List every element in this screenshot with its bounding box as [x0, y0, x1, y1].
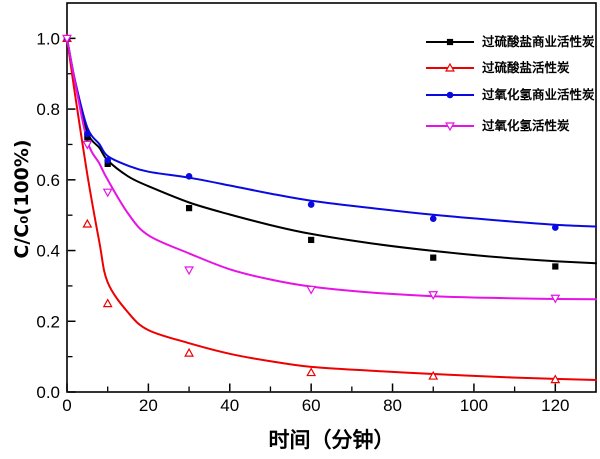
x-tick-label: 60 — [302, 396, 321, 415]
data-point-marker — [430, 254, 437, 261]
legend-item-h2o2-ac: 过氧化氢活性炭 — [424, 117, 570, 135]
legend-item-h2o2-commercial-ac: 过氧化氢商业活性炭 — [424, 86, 595, 104]
data-point-marker — [82, 218, 93, 228]
data-point-marker — [184, 266, 194, 276]
y-tick-label: 0.2 — [36, 312, 60, 331]
data-point-marker — [550, 374, 561, 384]
data-point-marker — [552, 224, 559, 231]
x-tick-label: 120 — [541, 396, 569, 415]
series-points-h2o2-ac — [62, 34, 561, 304]
series-curve-h2o2-commercial-ac — [66, 37, 597, 228]
legend-item-persulfate-commercial-ac: 过硫酸盐商业活性炭 — [424, 33, 595, 51]
y-tick-label: 0.4 — [36, 242, 60, 261]
y-tick-label: 0.0 — [36, 383, 60, 402]
data-point-marker — [306, 285, 317, 295]
data-point-marker — [185, 172, 193, 180]
data-point-marker — [550, 294, 561, 304]
y-axis-title: C/C₀(100%) — [11, 139, 33, 259]
series-curve-persulfate-ac — [66, 37, 597, 381]
x-tick-label: 80 — [383, 396, 402, 415]
x-tick-label: 40 — [220, 396, 239, 415]
legend-sample-persulfate-commercial-ac — [426, 38, 474, 46]
data-point-marker — [104, 160, 111, 168]
data-point-marker — [428, 370, 439, 380]
x-tick-label: 100 — [460, 396, 488, 415]
x-axis-title: 时间（分钟） — [268, 428, 395, 452]
legend-marker-h2o2-ac — [445, 122, 455, 132]
legend-marker-persulfate-ac — [445, 62, 455, 72]
legend-label: 过氧化氢活性炭 — [482, 118, 570, 133]
legend-sample-h2o2-ac — [426, 122, 474, 132]
data-point-marker — [102, 188, 113, 198]
data-point-marker — [84, 134, 91, 141]
legend-item-persulfate-ac: 过硫酸盐活性炭 — [424, 59, 570, 77]
legend-label: 过硫酸盐商业活性炭 — [482, 34, 595, 49]
data-point-marker — [84, 130, 91, 138]
x-tick-label: 20 — [139, 396, 158, 415]
y-tick-label: 1.0 — [36, 29, 60, 48]
data-point-marker — [184, 347, 194, 357]
series-curve-persulfate-commercial-ac — [66, 37, 597, 265]
legend-marker-h2o2-commercial-ac — [446, 91, 454, 99]
data-point-marker — [428, 291, 439, 300]
series-curve-h2o2-ac — [66, 37, 597, 301]
y-tick-label: 0.6 — [36, 171, 60, 190]
legend-marker-persulfate-commercial-ac — [446, 38, 454, 46]
data-point-marker — [62, 34, 72, 44]
data-point-marker — [102, 298, 113, 308]
data-point-marker — [82, 140, 93, 150]
data-point-marker — [552, 263, 559, 270]
plot-frame — [66, 2, 597, 393]
data-point-marker — [308, 236, 315, 244]
x-tick-label: 0 — [62, 396, 71, 415]
data-point-marker — [429, 215, 437, 223]
legend-label: 过氧化氢商业活性炭 — [482, 87, 595, 102]
legend-sample-h2o2-commercial-ac — [426, 91, 474, 99]
legend-label: 过硫酸盐活性炭 — [482, 60, 570, 75]
y-tick-label: 0.8 — [36, 100, 60, 119]
legend-sample-persulfate-ac — [426, 62, 474, 72]
data-point-marker — [104, 157, 111, 164]
data-point-marker — [306, 367, 317, 377]
data-point-marker — [185, 205, 193, 212]
data-point-marker — [307, 201, 315, 208]
